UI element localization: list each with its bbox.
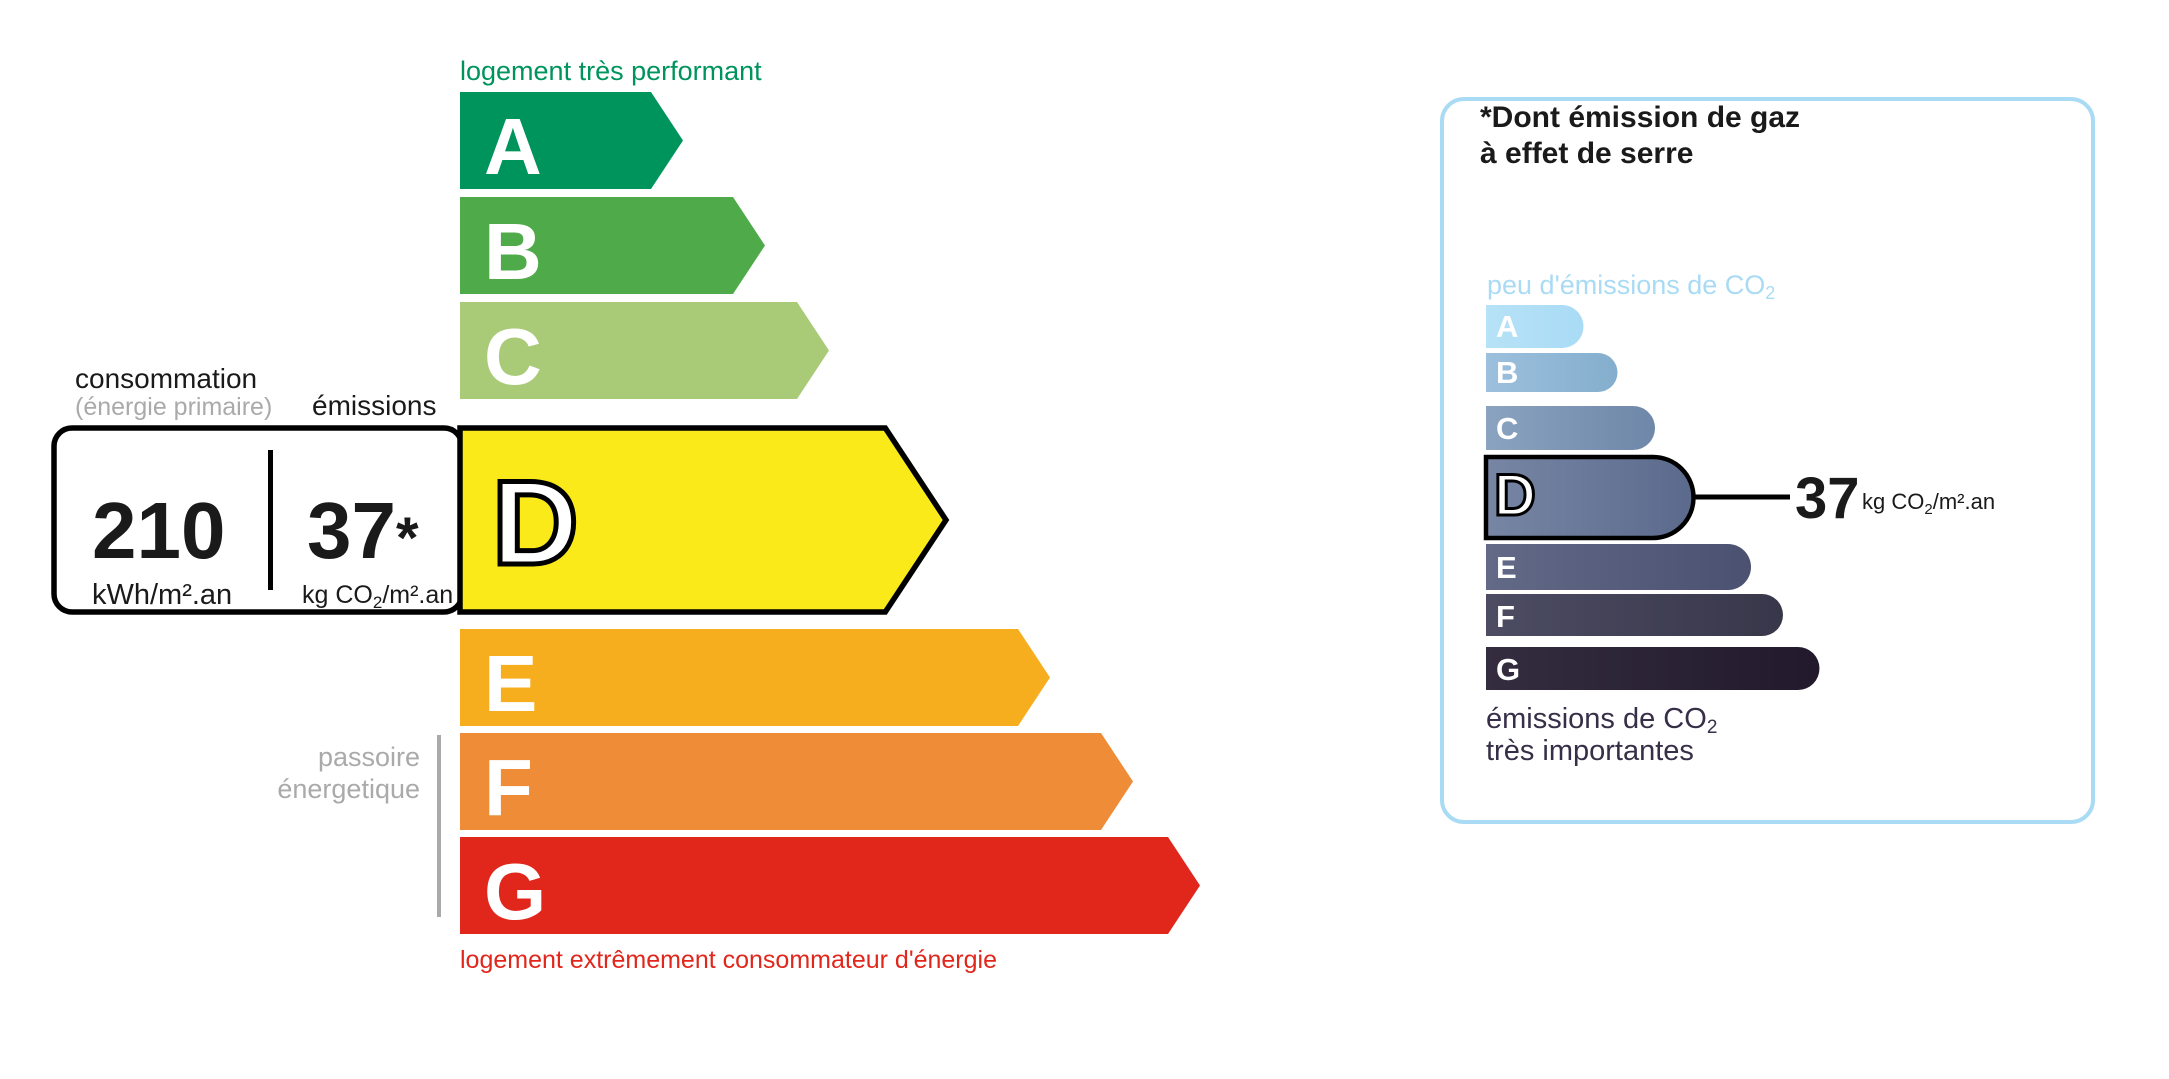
svg-text:peu d'émissions de CO2: peu d'émissions de CO2: [1487, 270, 1775, 303]
svg-text:C: C: [484, 312, 542, 401]
svg-text:E: E: [484, 639, 537, 728]
svg-text:*Dont émission de gaz: *Dont émission de gaz: [1480, 101, 1800, 134]
svg-text:G: G: [484, 847, 546, 936]
svg-text:émissions de CO2: émissions de CO2: [1486, 703, 1717, 738]
svg-text:émissions: émissions: [312, 390, 436, 421]
svg-text:A: A: [484, 102, 542, 191]
svg-text:C: C: [1496, 411, 1518, 446]
svg-text:A: A: [1496, 309, 1518, 344]
svg-text:B: B: [1496, 355, 1518, 390]
svg-text:passoire: passoire: [318, 742, 420, 772]
svg-text:B: B: [484, 207, 542, 296]
svg-text:(énergie primaire): (énergie primaire): [75, 393, 272, 421]
svg-text:kWh/m².an: kWh/m².an: [92, 579, 232, 611]
svg-text:37: 37: [1795, 466, 1860, 531]
svg-text:F: F: [1496, 599, 1515, 634]
svg-text:consommation: consommation: [75, 363, 257, 394]
svg-text:F: F: [484, 743, 533, 832]
svg-text:210: 210: [92, 486, 225, 575]
svg-text:D: D: [492, 456, 579, 590]
svg-text:à effet de serre: à effet de serre: [1480, 137, 1693, 170]
svg-text:très importantes: très importantes: [1486, 735, 1694, 767]
svg-text:logement très performant: logement très performant: [460, 56, 762, 86]
svg-text:D: D: [1494, 463, 1536, 528]
svg-text:E: E: [1496, 550, 1517, 585]
svg-text:G: G: [1496, 652, 1520, 687]
svg-text:énergetique: énergetique: [277, 774, 420, 804]
svg-text:logement extrêmement consommat: logement extrêmement consommateur d'éner…: [460, 946, 997, 974]
